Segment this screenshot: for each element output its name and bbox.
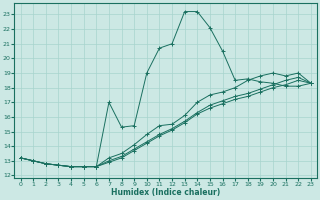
- X-axis label: Humidex (Indice chaleur): Humidex (Indice chaleur): [111, 188, 220, 197]
